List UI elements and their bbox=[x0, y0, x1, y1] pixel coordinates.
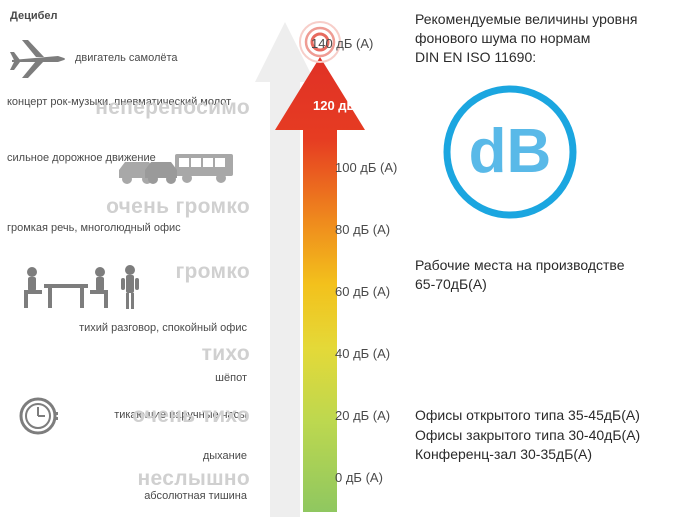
db-20: 20 дБ (A) bbox=[335, 408, 390, 423]
db-40: 40 дБ (A) bbox=[335, 346, 390, 361]
recommend-production: Рабочие места на производстве 65-70дБ(А) bbox=[415, 256, 625, 294]
db-120: 120 дБ (A) bbox=[313, 98, 378, 113]
db-80: 80 дБ (A) bbox=[335, 222, 390, 237]
category-loud: громко bbox=[175, 260, 250, 284]
category-very-quiet: очень тихо bbox=[132, 404, 250, 428]
recommend-offices: Офисы открытого типа 35-45дБ(А) Офисы за… bbox=[415, 406, 640, 465]
category-inaudible: неслышно bbox=[138, 467, 250, 491]
traffic-icon bbox=[115, 150, 250, 195]
rec-bot-l1: Офисы открытого типа 35-45дБ(А) bbox=[415, 407, 640, 423]
level-desc-0: абсолютная тишина bbox=[144, 490, 247, 502]
rec-mid-l2: 65-70дБ(А) bbox=[415, 276, 487, 292]
db-100: 100 дБ (A) bbox=[335, 160, 397, 175]
watch-icon bbox=[0, 392, 75, 440]
scale-title: Децибел bbox=[10, 10, 58, 22]
db-logo-text: dB bbox=[469, 117, 552, 186]
level-row-40: тихий разговор, спокойный офис bbox=[0, 322, 255, 336]
rec-title-l2: фонового шума по нормам bbox=[415, 30, 590, 46]
level-desc-40: тихий разговор, спокойный офис bbox=[75, 322, 255, 336]
rec-mid-l1: Рабочие места на производстве bbox=[415, 257, 625, 273]
examples-column: Децибел двигатель самолёта концерт рок-м… bbox=[0, 0, 255, 529]
rec-title-l3: DIN EN ISO 11690: bbox=[415, 49, 536, 65]
category-very-loud: очень громко bbox=[106, 195, 250, 219]
db-140: 140 дБ (A) bbox=[311, 36, 373, 51]
category-quiet: тихо bbox=[202, 342, 250, 366]
recommend-title: Рекомендуемые величины уровня фонового ш… bbox=[415, 10, 637, 67]
rec-bot-l3: Конференц-зал 30-35дБ(А) bbox=[415, 446, 592, 462]
rec-title-l1: Рекомендуемые величины уровня bbox=[415, 11, 637, 27]
whisper-label: шёпот bbox=[215, 372, 247, 384]
people-icon bbox=[14, 262, 144, 317]
breath-label: дыхание bbox=[203, 450, 247, 462]
level-row-140: двигатель самолёта bbox=[0, 38, 255, 80]
level-desc-140: двигатель самолёта bbox=[75, 52, 255, 66]
level-row-80: громкая речь, многолюдный офис bbox=[0, 222, 255, 236]
recommendations-column: Рекомендуемые величины уровня фонового ш… bbox=[415, 0, 690, 529]
db-0: 0 дБ (A) bbox=[335, 470, 383, 485]
db-value-column: 140 дБ (A) 120 дБ (A) 100 дБ (A) 80 дБ (… bbox=[335, 0, 405, 529]
db-60: 60 дБ (A) bbox=[335, 284, 390, 299]
db-logo-icon: dB bbox=[440, 82, 580, 222]
category-unbearable: непереносимо bbox=[95, 96, 250, 120]
rec-bot-l2: Офисы закрытого типа 30-40дБ(А) bbox=[415, 427, 640, 443]
airplane-icon bbox=[0, 38, 75, 80]
level-desc-80: громкая речь, многолюдный офис bbox=[7, 222, 255, 236]
